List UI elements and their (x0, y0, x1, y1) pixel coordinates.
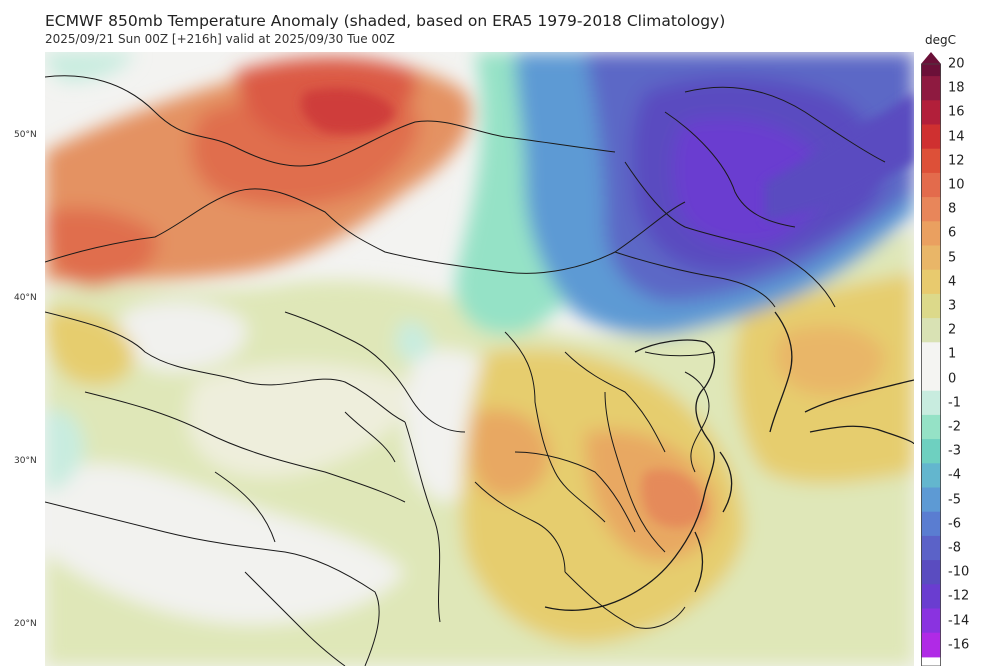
colorbar-swatch (921, 148, 941, 174)
colorbar-swatch (921, 584, 941, 609)
colorbar-extend-arrow (921, 52, 941, 64)
colorbar-tick-label: 4 (948, 274, 957, 290)
colorbar-tick-label: 0 (948, 371, 957, 387)
colorbar-tick-label: -10 (948, 564, 970, 580)
colorbar-swatch (921, 342, 941, 367)
colorbar-swatch (921, 269, 941, 295)
colorbar-tick-label: 20 (948, 56, 965, 72)
colorbar-tick-label: -2 (948, 419, 961, 435)
colorbar-outline (921, 63, 941, 666)
colorbar-swatch (921, 318, 941, 343)
anomaly-map-svg (45, 52, 914, 666)
colorbar-swatch (921, 560, 941, 585)
colorbar-tick-label: 3 (948, 298, 957, 314)
colorbar-swatch (921, 632, 941, 658)
colorbar-tick-label: 14 (948, 129, 965, 145)
latitude-label: 40°N (14, 293, 37, 303)
colorbar-swatch (921, 366, 941, 392)
chart-subtitle: 2025/09/21 Sun 00Z [+216h] valid at 2025… (45, 32, 395, 46)
colorbar-swatch (921, 100, 941, 125)
chart-title: ECMWF 850mb Temperature Anomaly (shaded,… (45, 12, 726, 30)
latitude-label: 20°N (14, 619, 37, 629)
colorbar-unit: degC (925, 33, 956, 47)
anomaly-detail (301, 88, 914, 528)
colorbar-swatch (921, 76, 941, 101)
anomaly-map (45, 52, 914, 666)
colorbar-swatch (921, 390, 941, 416)
colorbar-tick-label: 1 (948, 346, 957, 362)
colorbar-tick-label: -1 (948, 395, 961, 411)
colorbar-swatch (921, 487, 941, 513)
colorbar-tick-label: -16 (948, 637, 970, 653)
colorbar-tick-label: -4 (948, 467, 961, 483)
colorbar-tick-label: -5 (948, 492, 961, 508)
colorbar-tick-label: 16 (948, 104, 965, 120)
colorbar-swatch (921, 463, 941, 488)
colorbar-swatch (921, 414, 941, 440)
colorbar-swatch (921, 64, 941, 77)
colorbar-swatch (921, 197, 941, 222)
colorbar-tick-label: 18 (948, 80, 965, 96)
colorbar-swatch (921, 172, 941, 198)
colorbar-tick-label: -3 (948, 443, 961, 459)
border-lines (45, 75, 886, 666)
coastline (544, 311, 914, 611)
colorbar-swatch (921, 221, 941, 246)
colorbar-tick-label: -12 (948, 588, 970, 604)
colorbar-swatch (921, 608, 941, 634)
colorbar-swatch (921, 535, 941, 561)
colorbar (921, 52, 941, 666)
latitude-label: 50°N (14, 130, 37, 140)
colorbar-tick-label: 10 (948, 177, 965, 193)
colorbar-tick-label: 6 (948, 225, 957, 241)
colorbar-tick-label: -6 (948, 516, 961, 532)
colorbar-svg (921, 52, 941, 666)
colorbar-swatch (921, 245, 941, 271)
colorbar-swatch (921, 293, 941, 319)
colorbar-tick-label: -14 (948, 613, 970, 629)
colorbar-swatch (921, 511, 941, 537)
colorbar-tick-label: 2 (948, 322, 957, 338)
latitude-label: 30°N (14, 456, 37, 466)
colorbar-swatch (921, 439, 941, 464)
colorbar-tick-label: -8 (948, 540, 961, 556)
colorbar-tick-label: 12 (948, 153, 965, 169)
colorbar-tick-label: 8 (948, 201, 957, 217)
colorbar-swatch (921, 124, 941, 150)
colorbar-tick-label: 5 (948, 250, 957, 266)
